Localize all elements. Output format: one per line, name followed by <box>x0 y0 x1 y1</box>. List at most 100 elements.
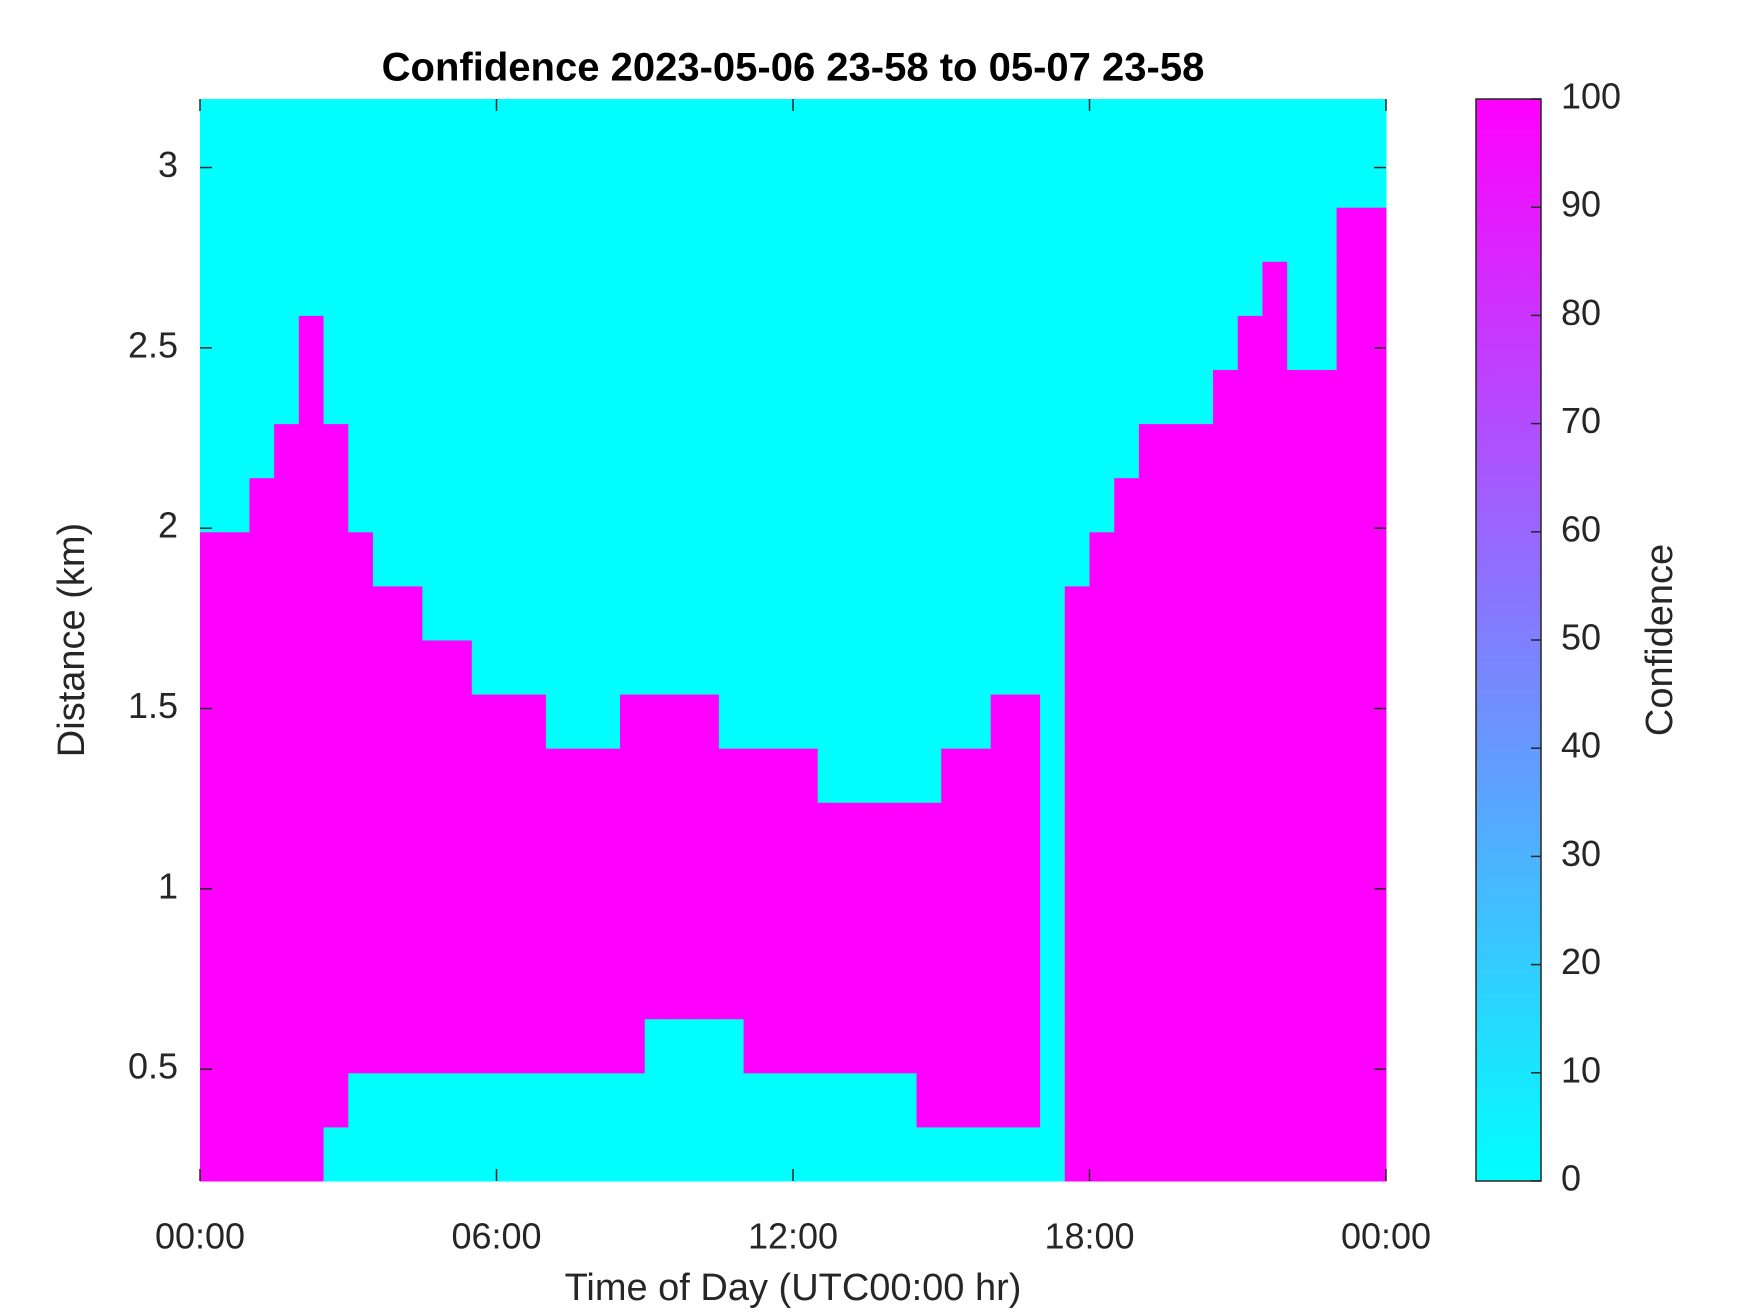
cell <box>249 856 275 911</box>
cell <box>274 802 300 857</box>
cell <box>1262 261 1288 316</box>
cell <box>1138 964 1165 1020</box>
cell <box>323 153 349 208</box>
cell <box>1114 856 1140 911</box>
cell <box>1213 640 1239 695</box>
cell <box>298 856 325 911</box>
cell <box>644 1018 670 1074</box>
cell <box>249 964 275 1020</box>
cell <box>669 1126 695 1182</box>
cell <box>768 315 794 370</box>
cell <box>1163 1126 1189 1182</box>
cell <box>916 1018 942 1074</box>
cell <box>570 423 596 479</box>
cell <box>397 856 423 911</box>
cell <box>965 261 992 316</box>
cell <box>1188 477 1214 533</box>
cell <box>348 964 374 1020</box>
cell <box>447 640 473 695</box>
cell <box>521 531 547 587</box>
cell <box>422 910 448 966</box>
cell <box>669 369 695 425</box>
cell <box>941 1126 967 1182</box>
cell <box>1213 694 1239 749</box>
cell <box>1138 748 1165 803</box>
cell <box>323 585 349 641</box>
cell <box>1336 315 1362 370</box>
cell <box>891 477 918 533</box>
cell <box>323 477 349 533</box>
cell <box>298 153 325 208</box>
cell <box>1015 531 1041 587</box>
cell <box>348 910 374 966</box>
cell <box>768 640 794 695</box>
cell <box>1213 99 1239 154</box>
cell <box>471 1072 497 1128</box>
cell <box>496 1018 522 1074</box>
cell <box>867 477 893 533</box>
cell <box>200 964 226 1020</box>
cell <box>718 1018 745 1074</box>
cell <box>422 369 448 425</box>
cell <box>1311 531 1338 587</box>
cell <box>1237 748 1263 803</box>
cell <box>1163 99 1189 154</box>
cell <box>249 1072 275 1128</box>
cell <box>1237 423 1263 479</box>
cell <box>422 585 448 641</box>
cell <box>1237 315 1263 370</box>
cell <box>1287 802 1313 857</box>
cell <box>200 477 226 533</box>
cell <box>1089 1072 1115 1128</box>
colorbar-tick-label: 10 <box>1561 1049 1601 1090</box>
cell <box>1064 1072 1090 1128</box>
cell <box>298 910 325 966</box>
cell <box>397 964 423 1020</box>
cell <box>372 99 399 154</box>
cell <box>521 315 547 370</box>
cell <box>1163 153 1189 208</box>
cell <box>842 207 868 262</box>
cell <box>1188 856 1214 911</box>
cell <box>1287 694 1313 749</box>
cell <box>669 261 695 316</box>
cell <box>718 856 745 911</box>
cell <box>743 531 769 587</box>
cell <box>1213 964 1239 1020</box>
cell <box>545 964 572 1020</box>
cell <box>1040 585 1066 641</box>
cell <box>1015 99 1041 154</box>
cell <box>496 1072 522 1128</box>
cell <box>1114 315 1140 370</box>
cell <box>1089 1018 1115 1074</box>
cell <box>768 369 794 425</box>
cell <box>422 207 448 262</box>
cell <box>1287 207 1313 262</box>
colorbar-label: Confidence <box>1639 544 1681 736</box>
cell <box>1311 315 1338 370</box>
cell <box>348 423 374 479</box>
cell <box>348 856 374 911</box>
cell <box>249 1018 275 1074</box>
colorbar-tick-label: 50 <box>1561 617 1601 658</box>
cell <box>1336 1072 1362 1128</box>
cell <box>521 856 547 911</box>
cell <box>1237 261 1263 316</box>
cell <box>471 802 497 857</box>
cell <box>1015 153 1041 208</box>
cell <box>397 315 423 370</box>
cell <box>1064 99 1090 154</box>
cell <box>891 207 918 262</box>
cell <box>1237 910 1263 966</box>
cell <box>471 531 497 587</box>
cell <box>718 640 745 695</box>
cell <box>224 802 250 857</box>
cell <box>1114 207 1140 262</box>
cell <box>1361 531 1387 587</box>
cell <box>1015 1072 1041 1128</box>
colorbar-tick-label: 40 <box>1561 725 1601 766</box>
cell <box>1213 261 1239 316</box>
cell <box>842 315 868 370</box>
cell <box>644 99 670 154</box>
